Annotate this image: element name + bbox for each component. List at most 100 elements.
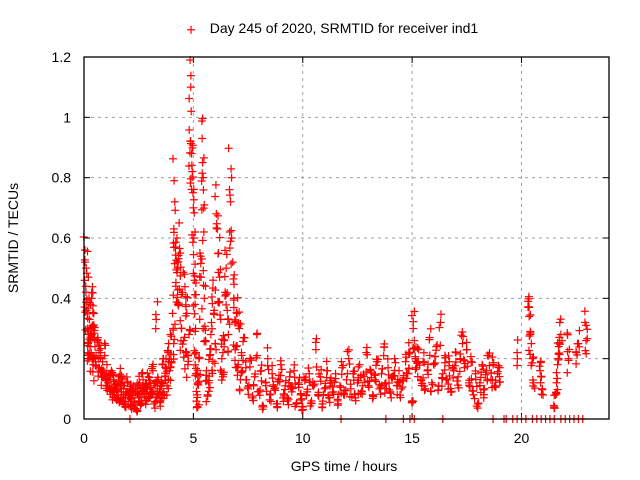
data-point [230,356,239,365]
data-point [413,344,422,353]
data-point [158,354,167,363]
data-point [300,373,309,382]
data-point [526,350,535,359]
data-point [222,300,231,309]
data-point [284,395,293,404]
data-point [528,376,537,385]
data-point [186,83,195,92]
data-point [235,308,244,317]
data-point [582,321,591,330]
data-point [237,368,246,377]
data-point [227,226,236,235]
data-point [311,338,320,347]
data-point [237,351,246,360]
data-point [362,348,371,357]
data-point [436,310,445,319]
data-point [197,304,206,313]
data-point [316,377,325,386]
data-point [483,351,492,360]
data-point [346,380,355,389]
x-tick-label: 5 [189,430,197,446]
data-point [528,358,537,367]
data-point [222,290,231,299]
data-point [336,383,345,392]
data-point [126,393,135,402]
data-point [211,339,220,348]
data-point [266,390,275,399]
data-point [387,373,396,382]
data-point [86,333,95,342]
data-point [222,264,231,273]
data-point [279,397,288,406]
data-point [433,386,442,395]
data-point [234,319,243,328]
data-point [411,343,420,352]
data-point [220,342,229,351]
data-point [85,315,94,324]
data-point [558,336,567,345]
data-point [489,358,498,367]
data-point [215,273,224,282]
data-point [188,173,197,182]
data-point [174,251,183,260]
data-point [536,366,545,375]
data-point [96,344,105,353]
data-point [446,388,455,397]
data-point [524,346,533,355]
data-point [179,353,188,362]
data-point [221,291,230,300]
data-point [405,364,414,373]
data-point [187,149,196,158]
data-point [80,255,89,264]
data-point [573,350,582,359]
data-point [204,387,213,396]
data-point [83,356,92,365]
data-point [535,362,544,371]
data-point [435,323,444,332]
data-point [549,401,558,410]
data-point [183,293,192,302]
data-point [152,392,161,401]
data-point [224,314,233,323]
data-point [474,399,483,408]
data-point [153,297,162,306]
data-point [164,384,173,393]
data-point [330,378,339,387]
data-point [130,398,139,407]
chart-title: Day 245 of 2020, SRMTID for receiver ind… [210,20,479,36]
data-point [168,154,177,163]
data-point [204,355,213,364]
data-point [164,347,173,356]
data-point [200,337,209,346]
data-point [244,381,253,390]
data-point [166,376,175,385]
data-point [172,256,181,265]
data-point [200,200,209,209]
data-point [201,377,210,386]
data-point [488,353,497,362]
data-point [426,324,435,333]
data-point [159,394,168,403]
data-point [404,338,413,347]
data-point [212,345,221,354]
data-point [262,387,271,396]
data-point [404,348,413,357]
data-point [292,399,301,408]
data-point [536,357,545,366]
data-point [287,384,296,393]
data-point [462,338,471,347]
data-point [354,362,363,371]
data-point [170,197,179,206]
data-point [131,404,140,413]
data-point [343,347,352,356]
data-point [192,387,201,396]
data-point [213,224,222,233]
data-point [229,274,238,283]
data-point [572,359,581,368]
data-point [276,356,285,365]
data-point [410,345,419,354]
data-point [180,282,189,291]
data-point [102,360,111,369]
data-point [345,360,354,369]
data-point [189,185,198,194]
